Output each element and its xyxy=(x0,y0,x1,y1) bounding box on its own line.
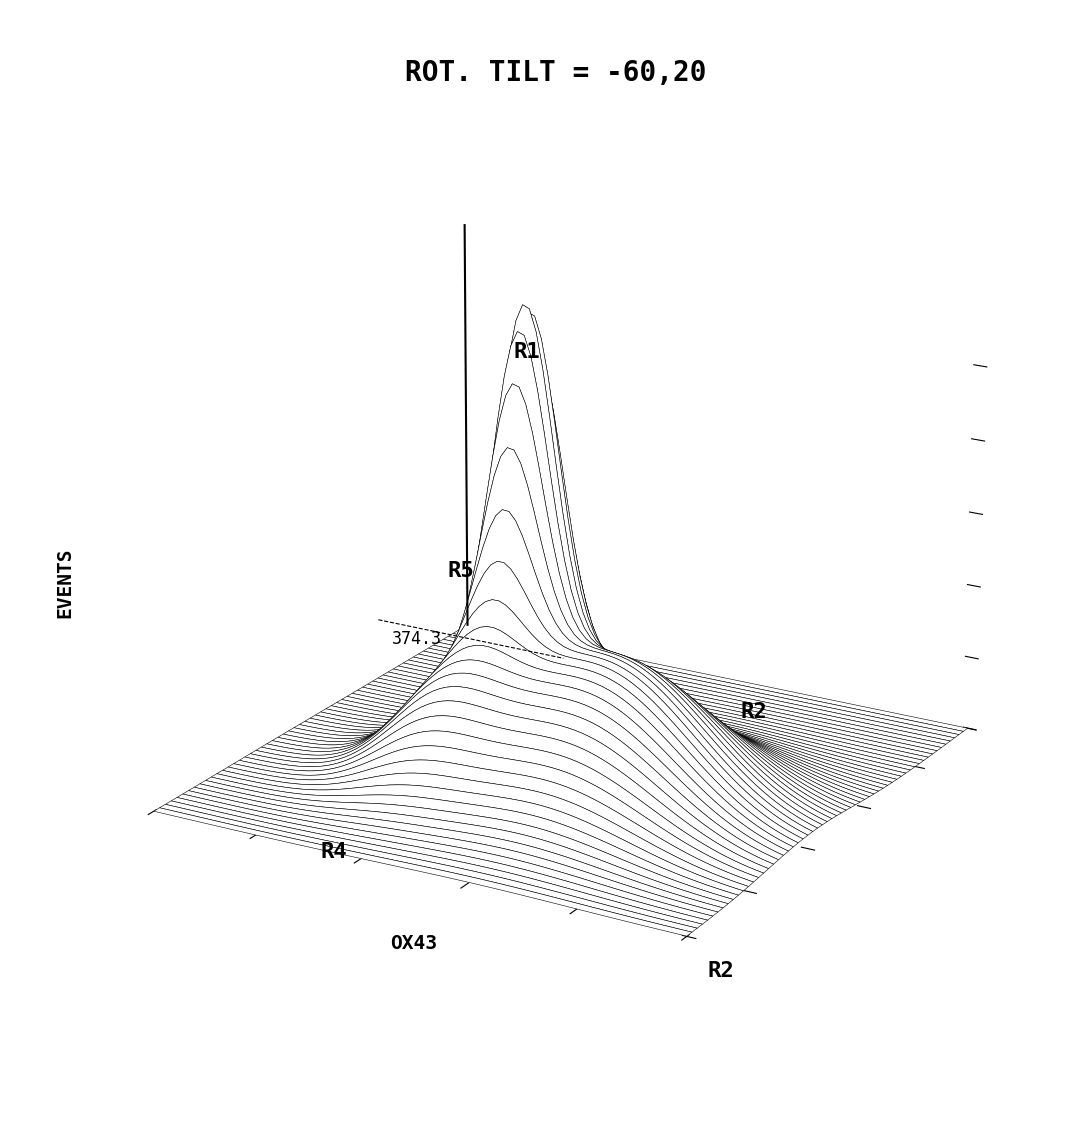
Text: EVENTS: EVENTS xyxy=(55,548,75,618)
Title: ROT. TILT = -60,20: ROT. TILT = -60,20 xyxy=(405,59,707,87)
